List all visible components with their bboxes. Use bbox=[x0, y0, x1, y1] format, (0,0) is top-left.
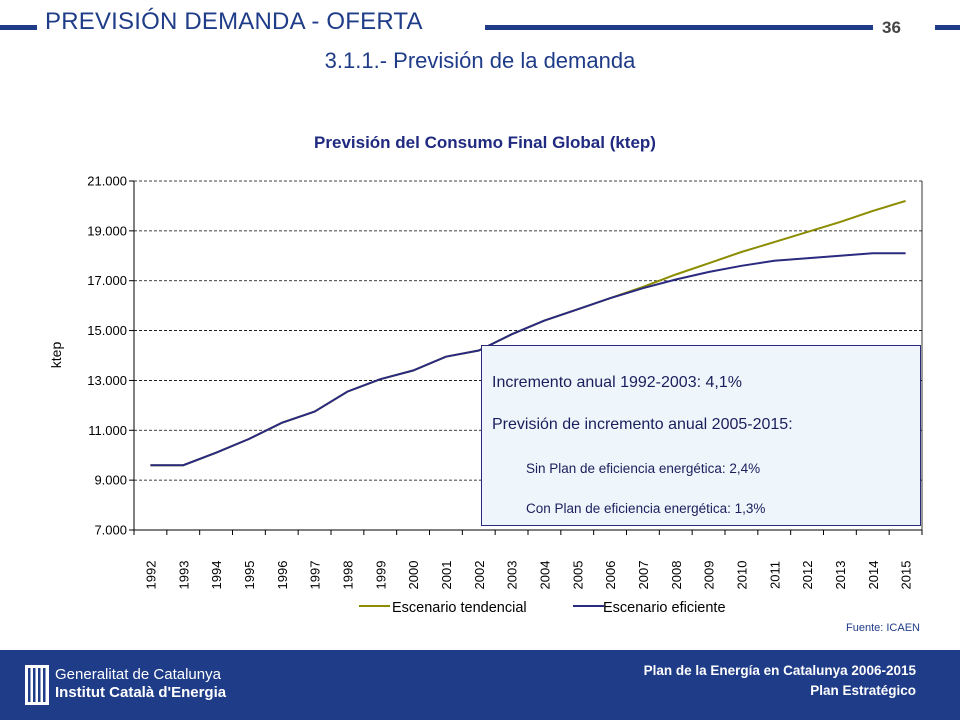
x-tick-label: 2003 bbox=[505, 561, 520, 590]
y-axis-label: ktep bbox=[48, 342, 64, 369]
x-tick-label: 1992 bbox=[143, 561, 158, 590]
x-tick-label: 2001 bbox=[439, 561, 454, 590]
y-tick-label: 19.000 bbox=[87, 223, 127, 238]
annotation-historic-growth: Incremento anual 1992-2003: 4,1% bbox=[492, 374, 742, 391]
x-tick-label: 2000 bbox=[406, 561, 421, 590]
x-tick-label: 1996 bbox=[275, 561, 290, 590]
annotation-without-plan: Sin Plan de eficiencia energética: 2,4% bbox=[526, 461, 761, 476]
annotation-with-plan: Con Plan de eficiencia energética: 1,3% bbox=[526, 501, 766, 516]
generalitat-logo-icon bbox=[25, 665, 49, 705]
footer-org-name: Generalitat de Catalunya bbox=[55, 666, 221, 683]
y-tick-label: 21.000 bbox=[87, 174, 127, 189]
header-rule-left bbox=[0, 25, 37, 30]
x-tick-label: 2015 bbox=[899, 561, 914, 590]
series-line-eficiente bbox=[150, 252, 906, 467]
consumption-chart: Previsión del Consumo Final Global (ktep… bbox=[48, 133, 923, 616]
x-tick-label: 1999 bbox=[373, 561, 388, 590]
y-tick-label: 7.000 bbox=[94, 523, 127, 538]
x-tick-label: 2006 bbox=[603, 561, 618, 590]
y-tick-label: 17.000 bbox=[87, 273, 127, 288]
x-tick-label: 2004 bbox=[537, 561, 552, 590]
source-note: Fuente: ICAEN bbox=[846, 622, 920, 634]
footer-plan-title: Plan de la Energía en Catalunya 2006-201… bbox=[643, 663, 916, 678]
series-lines bbox=[150, 199, 906, 467]
annotation-forecast-heading: Previsión de incremento anual 2005-2015: bbox=[492, 416, 793, 433]
legend-label: Escenario tendencial bbox=[392, 600, 527, 616]
axes: 7.000 9.000 11.000 13.000 15.000 17.000 19.000… bbox=[87, 174, 923, 590]
page-subtitle: 3.1.1.- Previsión de la demanda bbox=[324, 48, 636, 73]
x-tick-label: 2005 bbox=[570, 561, 585, 590]
y-tick-label: 13.000 bbox=[87, 373, 127, 388]
x-tick-label: 2009 bbox=[702, 561, 717, 590]
x-tick-label: 2008 bbox=[669, 561, 684, 590]
section-title: PREVISIÓN DEMANDA - OFERTA bbox=[45, 8, 423, 35]
x-tick-label: 1994 bbox=[209, 561, 224, 590]
y-tick-label: 15.000 bbox=[87, 323, 127, 338]
footer-plan-subtitle: Plan Estratégico bbox=[810, 683, 916, 698]
page-number: 36 bbox=[882, 18, 901, 37]
y-tick-label: 9.000 bbox=[94, 473, 127, 488]
header-rule-right bbox=[935, 25, 960, 30]
y-tick-label: 11.000 bbox=[88, 423, 127, 438]
x-tick-label: 2014 bbox=[866, 561, 881, 590]
x-tick-label: 2002 bbox=[472, 561, 487, 590]
legend-label: Escenario eficiente bbox=[603, 600, 726, 616]
x-tick-label: 1995 bbox=[242, 561, 257, 590]
x-tick-label: 1993 bbox=[176, 561, 191, 590]
x-tick-label: 1998 bbox=[340, 561, 355, 590]
x-tick-label: 1997 bbox=[308, 561, 323, 590]
x-tick-label: 2012 bbox=[800, 561, 815, 590]
x-tick-label: 2013 bbox=[833, 561, 848, 590]
annotation-box: Incremento anual 1992-2003: 4,1% Previsi… bbox=[481, 345, 921, 526]
legend: Escenario tendencial Escenario eficiente bbox=[359, 600, 726, 616]
footer-institute-name: Institut Català d'Energia bbox=[55, 684, 227, 701]
chart-title: Previsión del Consumo Final Global (ktep… bbox=[314, 133, 656, 152]
x-tick-label: 2007 bbox=[636, 561, 651, 590]
x-tick-label: 2011 bbox=[767, 561, 782, 589]
footer-bar: Generalitat de Catalunya Institut Català… bbox=[0, 650, 960, 720]
header-rule-middle bbox=[485, 25, 873, 30]
x-tick-label: 2010 bbox=[734, 561, 749, 590]
